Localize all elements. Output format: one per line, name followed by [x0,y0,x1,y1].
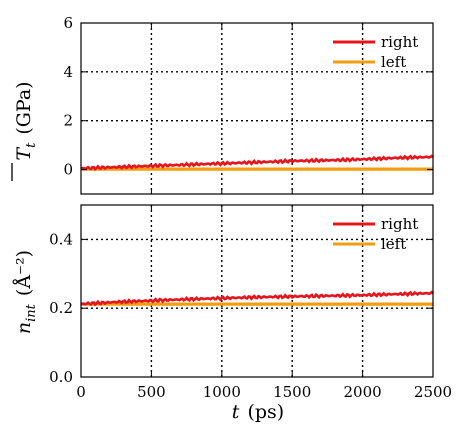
bottom-ytick-label-0.4: 0.4 [49,230,73,248]
xlabel-main: t [232,401,240,423]
bottom-y-axis-label: nint (Å⁻²) [13,250,39,334]
bottom-grid [81,205,433,377]
bottom-axis-ticks: 0 500 1000 1500 2000 2500 0.0 0.2 0.4 [49,205,452,401]
bottom-legend-left-label: left [381,235,406,253]
svg-text:t(ps): t (ps) [232,401,284,423]
x-axis-label: t (ps) [232,401,284,423]
bottom-xtick-label-500: 500 [137,383,166,401]
svg-text:nint(Å⁻²): nint (Å⁻²) [13,250,39,334]
top-y-axis-label: Tt (GPa) [11,81,39,181]
svg-text:Tt(GPa): Tt (GPa) [13,81,39,160]
bottom-legend: right left [333,215,418,253]
bottom-xtick-label-2500: 2500 [414,383,452,401]
top-ytick-label-4: 4 [63,63,73,81]
top-ytick-label-2: 2 [63,112,73,130]
top-ylabel-main: T [13,147,35,161]
bottom-xtick-label-0: 0 [76,383,86,401]
top-panel: 0 2 4 6 right left Tt (GPa) [11,14,434,195]
bottom-xtick-label-2000: 2000 [344,383,382,401]
top-legend: right left [333,33,418,71]
bottom-series-right-line [80,290,434,307]
bottom-ylabel-unit: (Å⁻²) [13,250,35,296]
top-plot-frame [80,22,434,195]
top-ytick-label-6: 6 [63,14,73,32]
top-legend-right-label: right [381,33,418,51]
bottom-xtick-label-1500: 1500 [273,383,311,401]
bottom-ytick-label-0: 0.0 [49,368,73,386]
top-ytick-label-0: 0 [63,161,73,179]
bottom-legend-right-label: right [381,215,418,233]
bottom-panel: 0 500 1000 1500 2000 2500 0.0 0.2 0.4 right left… [13,204,452,423]
top-ylabel-sub: t [24,142,39,148]
xlabel-unit: (ps) [247,401,284,423]
top-ylabel-unit: (GPa) [13,81,35,134]
bottom-plot-lines [80,290,434,307]
bottom-ytick-label-0.2: 0.2 [49,299,73,317]
bottom-ylabel-main: n [13,322,35,334]
bottom-ylabel-sub: int [24,303,39,322]
top-plot-lines [80,154,434,171]
bottom-plot-frame [80,204,434,378]
top-legend-left-label: left [381,53,406,71]
bottom-xtick-label-1000: 1000 [203,383,241,401]
top-series-right-line [80,154,434,171]
top-axis-ticks: 0 2 4 6 [63,14,434,194]
